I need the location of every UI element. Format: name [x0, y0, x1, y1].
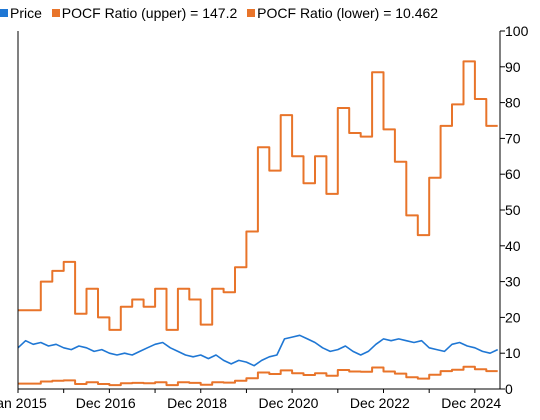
legend-item-pocf-lower: POCF Ratio (lower) = 10.462 — [247, 5, 438, 21]
x-tick-label: Dec 2018 — [167, 395, 227, 411]
chart-legend: Price POCF Ratio (upper) = 147.2 POCF Ra… — [0, 5, 444, 25]
legend-label-price: Price — [10, 5, 42, 21]
legend-swatch-pocf-upper — [51, 9, 60, 17]
y-tick-label: 40 — [505, 238, 521, 254]
y-tick-label: 30 — [505, 274, 521, 290]
legend-swatch-pocf-lower — [247, 9, 256, 17]
y-tick-label: 100 — [505, 23, 529, 39]
legend-item-pocf-upper: POCF Ratio (upper) = 147.2 — [51, 5, 238, 21]
series-line-price — [17, 334, 499, 367]
series-line-pocf-ratio-upper-147-2 — [18, 60, 498, 331]
legend-label-pocf-lower: POCF Ratio (lower) = 10.462 — [257, 5, 439, 21]
legend-item-price: Price — [0, 5, 42, 21]
y-tick-label: 0 — [505, 381, 513, 397]
y-tick-label: 60 — [505, 166, 521, 182]
x-tick-label: Jan 2015 — [0, 395, 47, 411]
x-tick-label: Dec 2022 — [350, 395, 410, 411]
y-tick-label: 50 — [505, 202, 521, 218]
y-tick-label: 70 — [505, 130, 521, 146]
x-tick-label: Dec 2024 — [441, 395, 501, 411]
legend-swatch-price — [0, 9, 8, 17]
y-tick-label: 20 — [505, 309, 521, 325]
series-layer — [17, 60, 499, 387]
y-tick-label: 10 — [505, 345, 521, 361]
axis-layer: 0 10 20 30 40 50 60 70 80 90 100 Jan 2015 Dec 2016 De… — [0, 23, 529, 411]
y-tick-label: 80 — [505, 95, 521, 111]
x-tick-label: Dec 2020 — [258, 395, 318, 411]
x-tick-label: Dec 2016 — [76, 395, 136, 411]
legend-label-pocf-upper: POCF Ratio (upper) = 147.2 — [61, 5, 238, 21]
y-tick-label: 90 — [505, 59, 521, 75]
series-line-pocf-ratio-lower-10-462 — [18, 365, 498, 387]
